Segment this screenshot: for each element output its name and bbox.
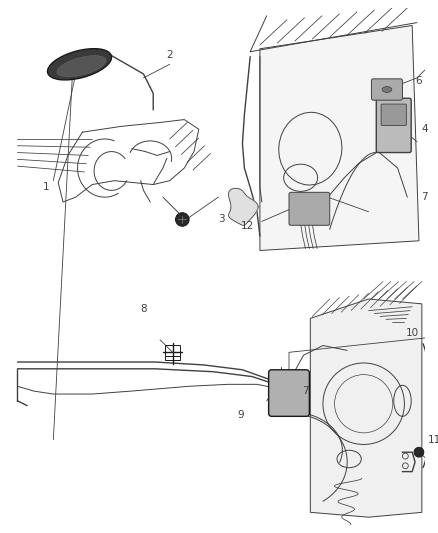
FancyBboxPatch shape (268, 370, 309, 416)
FancyBboxPatch shape (376, 98, 411, 152)
Text: 8: 8 (140, 304, 147, 314)
Polygon shape (311, 299, 422, 517)
Text: 7: 7 (421, 192, 428, 202)
FancyBboxPatch shape (381, 104, 406, 125)
Ellipse shape (382, 86, 392, 92)
Text: 3: 3 (218, 214, 224, 224)
Text: 11: 11 (428, 434, 438, 445)
Text: 2: 2 (166, 50, 173, 60)
Text: 7: 7 (302, 386, 309, 396)
Text: 12: 12 (240, 221, 254, 231)
FancyBboxPatch shape (371, 79, 403, 100)
Text: 6: 6 (416, 76, 422, 86)
Text: 9: 9 (237, 410, 244, 421)
Text: 1: 1 (43, 182, 50, 192)
Text: 4: 4 (421, 124, 428, 134)
Ellipse shape (57, 55, 106, 77)
Circle shape (176, 213, 189, 226)
FancyBboxPatch shape (289, 192, 330, 225)
Circle shape (414, 447, 424, 457)
Polygon shape (260, 26, 419, 251)
Ellipse shape (47, 49, 112, 80)
Text: 10: 10 (406, 328, 419, 338)
Polygon shape (229, 188, 258, 225)
